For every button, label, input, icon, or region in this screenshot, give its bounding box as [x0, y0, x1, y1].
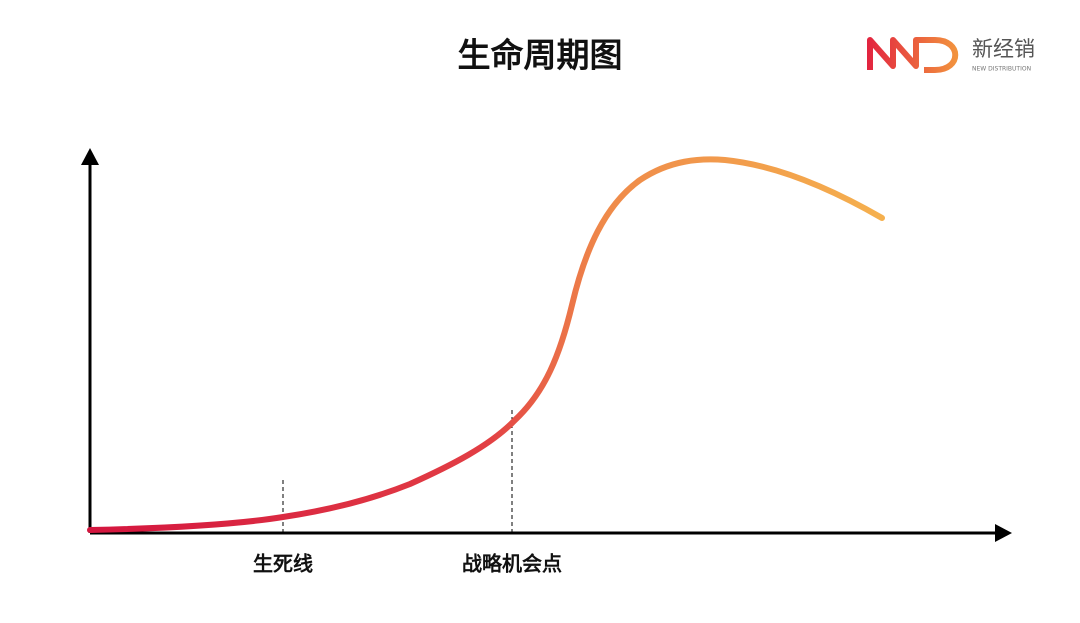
- x-arrow: [995, 524, 1012, 542]
- y-arrow: [81, 148, 99, 165]
- logo-mark: [867, 37, 959, 73]
- logo-name: 新经销: [972, 37, 1035, 61]
- axes: [88, 162, 996, 535]
- lifecycle-curve: [87, 156, 885, 533]
- logo-tagline: NEW DISTRIBUTION: [972, 66, 1031, 73]
- title: 生命周期图: [458, 36, 623, 75]
- axis-label: 战略机会点: [462, 552, 562, 576]
- logo: 新经销 NEW DISTRIBUTION: [867, 37, 1035, 73]
- axis-label: 生死线: [253, 552, 313, 576]
